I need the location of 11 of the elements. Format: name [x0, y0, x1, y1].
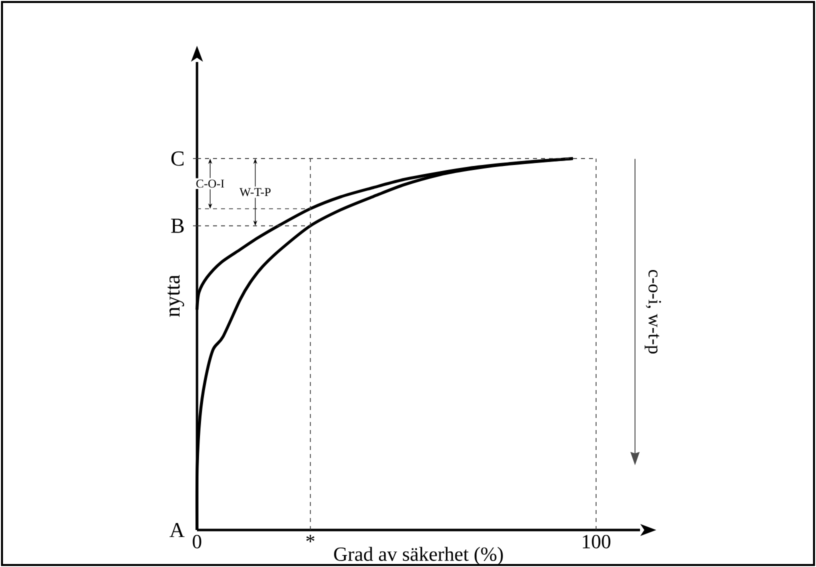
annotation: C-O-I	[196, 180, 224, 188]
ref-line-label: C	[171, 151, 184, 166]
ref-line-label: B	[171, 218, 184, 233]
x-tick-label: 100	[582, 534, 610, 548]
text: c-o-i, w-t-p	[644, 270, 662, 354]
x-axis-title: Grad av säkerhet (%)	[334, 546, 503, 566]
x-tick-label: *	[306, 534, 314, 542]
annotation: A	[170, 522, 185, 538]
annotation: W-T-P	[240, 188, 271, 196]
y-axis-title: nytta	[168, 274, 184, 317]
x-tick-label: 0	[192, 534, 202, 548]
